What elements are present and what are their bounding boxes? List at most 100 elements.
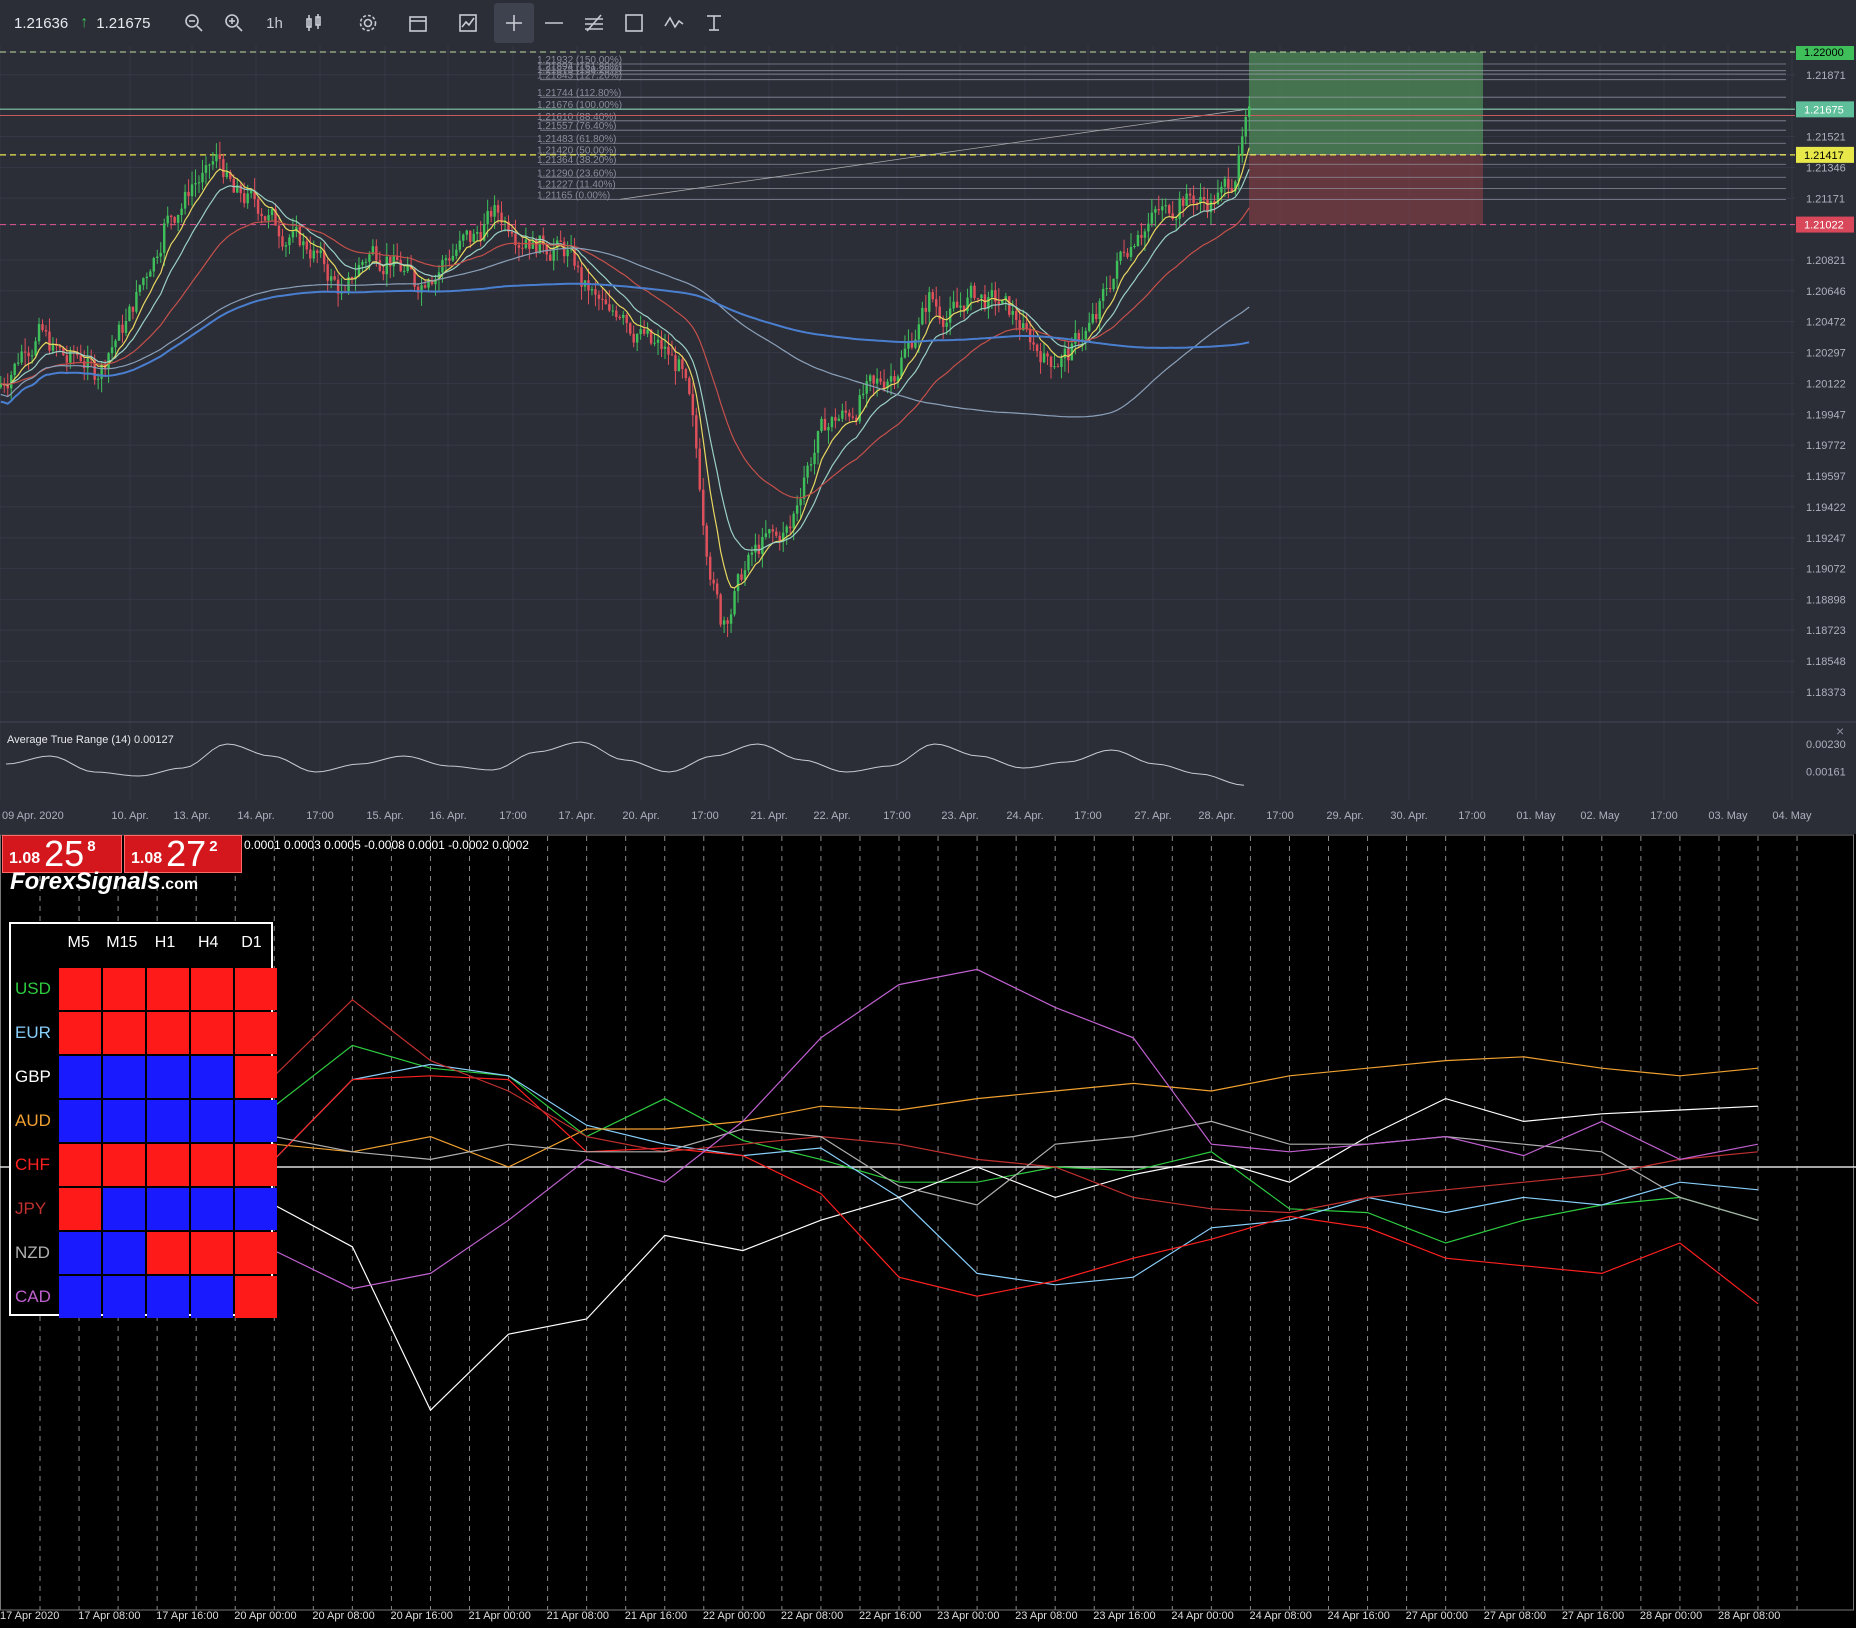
candle-body (1223, 178, 1227, 187)
time-axis-label: 02. May (1580, 810, 1620, 822)
zoom-in-icon[interactable] (214, 3, 254, 43)
fib-label: 1.21843 (127.20%) (537, 71, 622, 82)
heatmap-cell (59, 1012, 101, 1054)
candle-body (142, 278, 145, 286)
candle-body (1154, 209, 1157, 213)
hline-icon[interactable] (534, 3, 574, 43)
candle-body (608, 304, 611, 311)
candle-body (260, 213, 263, 217)
candle-body (931, 292, 934, 300)
candle-icon[interactable] (294, 3, 334, 43)
candle-body (914, 339, 917, 348)
heatmap-cell (103, 1232, 145, 1274)
candle-body (41, 324, 44, 331)
fib-label: 1.21932 (150.00%) (537, 55, 622, 66)
candle-body (816, 431, 820, 453)
candle-body (131, 306, 135, 312)
candle-body (688, 378, 691, 394)
ask-price-pips: 27 (166, 833, 207, 874)
time-axis-label: 30. Apr. (1390, 810, 1427, 822)
time-axis-label: 17:00 (499, 810, 527, 822)
candle-body (1185, 193, 1188, 206)
candle-body (1133, 246, 1136, 248)
candle-body (882, 381, 886, 389)
heatmap-label-eur: EUR (15, 1023, 51, 1042)
candle-body (385, 256, 389, 275)
candle-body (1247, 106, 1251, 117)
candle-body (907, 341, 910, 349)
strength-line-gbp (39, 1097, 1759, 1412)
candle-body (152, 258, 156, 272)
price-axis-label: 1.21346 (1806, 162, 1846, 174)
candle-body (1042, 353, 1046, 363)
candle-body (1192, 195, 1195, 204)
sma-200-line (0, 282, 1250, 405)
candle-body (173, 217, 176, 223)
heatmap-cell (191, 1012, 233, 1054)
candle-body (782, 532, 785, 542)
crosshair-icon[interactable] (494, 3, 535, 43)
gear-icon[interactable] (348, 3, 388, 43)
heatmap-cell (147, 1188, 189, 1230)
price-chart[interactable]: 1.21894 (161.80%)1.21932 (150.00%)1.2187… (0, 46, 1856, 834)
time-axis-label: 24. Apr. (1006, 810, 1043, 822)
candle-body (1136, 235, 1140, 247)
strength-time-label: 21 Apr 08:00 (547, 1610, 609, 1622)
calendar-icon[interactable] (398, 3, 438, 43)
candle-body (229, 172, 232, 179)
price-axis-label: 1.18548 (1806, 656, 1846, 668)
candle-body (448, 258, 451, 261)
ask-price-box[interactable]: 1.08 27 2 (124, 835, 242, 873)
time-axis-label: 23. Apr. (941, 810, 978, 822)
candle-body (389, 256, 392, 267)
time-axis-label: 15. Apr. (366, 810, 403, 822)
strength-heatmap: M5 M15 H1 H4 D1 USD EUR GBP AUD CHF JPY NZD CAD (9, 922, 277, 1318)
trendlines-icon[interactable] (574, 3, 614, 43)
candle-body (722, 620, 726, 625)
candle-body (288, 237, 291, 246)
candle-body (475, 232, 479, 234)
wave-icon[interactable] (654, 3, 694, 43)
heatmap-cell (59, 1100, 101, 1142)
candle-body (514, 233, 517, 246)
text-icon[interactable] (694, 3, 734, 43)
rectangle-icon[interactable] (614, 3, 654, 43)
candle-body (1008, 296, 1011, 315)
price-marker (1796, 101, 1854, 118)
zoom-out-icon[interactable] (174, 3, 214, 43)
candle-body (58, 345, 62, 348)
candle-body (451, 255, 455, 261)
candle-body (1049, 356, 1053, 368)
time-axis-label: 01. May (1516, 810, 1556, 822)
candle-body (754, 544, 757, 553)
candle-body (190, 184, 194, 197)
candle-body (507, 221, 510, 232)
heatmap-cell (59, 1144, 101, 1186)
heatmap-cell (147, 1232, 189, 1274)
heatmap-row-gbp: GBP (11, 1056, 279, 1098)
candle-body (37, 324, 41, 342)
forexsignals-logo: ForexSignals.com (10, 868, 198, 896)
atr-line (5, 741, 1245, 786)
strength-line-nzd (39, 1063, 1759, 1221)
candle-body (1202, 197, 1206, 200)
candle-body (611, 310, 615, 312)
bid-price-box[interactable]: 1.08 25 8 (2, 835, 122, 873)
timeframe-button[interactable]: 1h (266, 14, 283, 32)
price-marker-label: 1.21417 (1804, 150, 1844, 162)
candle-body (399, 260, 402, 272)
candle-body (295, 226, 298, 232)
heatmap-label-usd: USD (15, 979, 51, 998)
strength-time-label: 27 Apr 00:00 (1406, 1610, 1468, 1622)
candle-body (326, 264, 329, 281)
strength-time-label: 22 Apr 16:00 (859, 1610, 921, 1622)
heatmap-cell (59, 968, 101, 1010)
strength-time-label: 22 Apr 00:00 (703, 1610, 765, 1622)
time-axis-label: 20. Apr. (622, 810, 659, 822)
heatmap-cell (191, 1276, 233, 1318)
heatmap-cell (147, 1100, 189, 1142)
time-axis-label: 04. May (1772, 810, 1812, 822)
chart-line-icon[interactable] (448, 3, 488, 43)
candle-body (715, 583, 719, 595)
candle-body (1164, 205, 1167, 207)
